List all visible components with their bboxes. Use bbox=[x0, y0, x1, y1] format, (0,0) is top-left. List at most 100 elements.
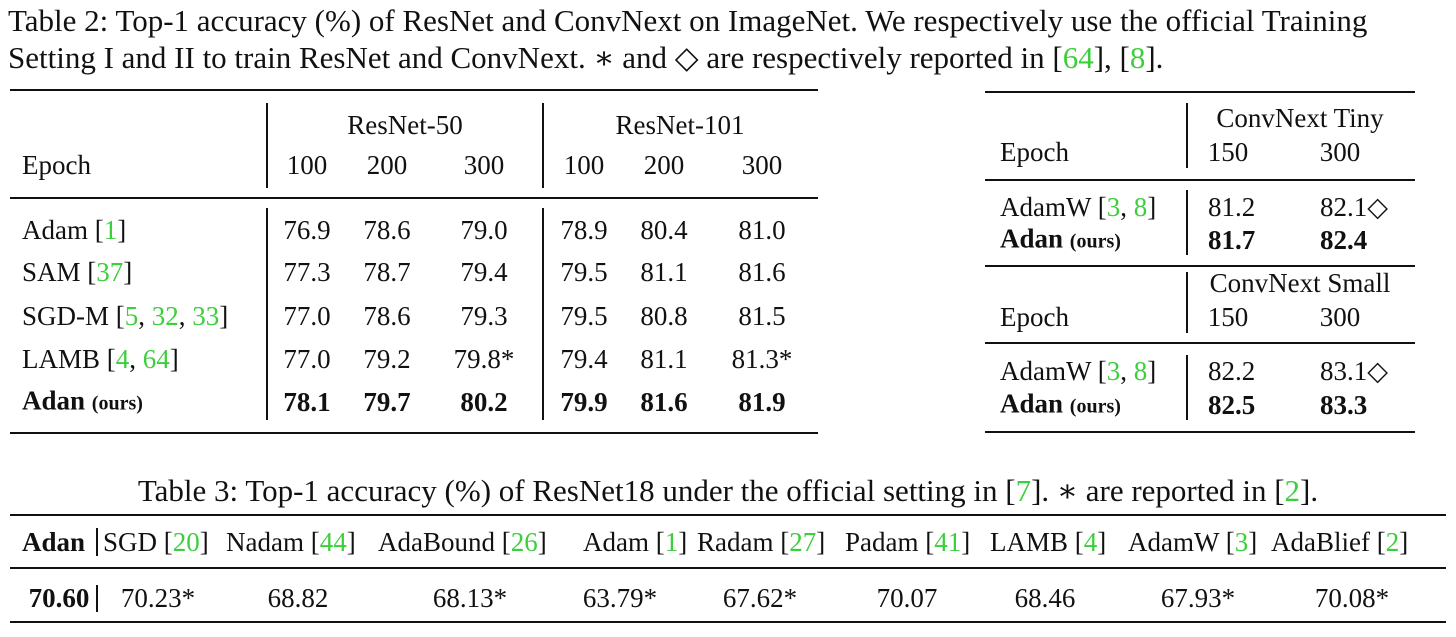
column-header: LAMB [4] bbox=[990, 527, 1106, 557]
cell: 82.5 bbox=[1208, 390, 1256, 420]
epoch-header: 300 bbox=[1319, 137, 1361, 167]
text: LAMB [ bbox=[990, 527, 1084, 557]
citation: 32 bbox=[151, 301, 179, 331]
text: ] bbox=[961, 527, 971, 557]
citation: 27 bbox=[789, 527, 817, 557]
text: ]. ∗ are reported in [ bbox=[1031, 473, 1285, 508]
cell: 78.7 bbox=[363, 257, 411, 287]
text: , bbox=[129, 344, 143, 374]
text: AdaBlief [ bbox=[1271, 527, 1386, 557]
cell: 79.0 bbox=[460, 215, 508, 245]
text: SGD [ bbox=[103, 527, 173, 557]
rule bbox=[985, 91, 1415, 93]
cell: 79.7 bbox=[363, 387, 411, 417]
epoch-header: 300 bbox=[1319, 302, 1361, 332]
text: ]. bbox=[1145, 40, 1164, 75]
rule bbox=[10, 621, 1446, 623]
rule bbox=[96, 585, 98, 612]
text: Adan bbox=[22, 527, 86, 557]
text: AdamW [ bbox=[1000, 192, 1107, 222]
epoch-header: 100 bbox=[286, 150, 328, 180]
citation: 1 bbox=[103, 215, 118, 245]
text: , bbox=[178, 301, 193, 331]
cell: 81.9 bbox=[738, 387, 786, 417]
text: Adan bbox=[1000, 388, 1070, 419]
cell: 77.3 bbox=[283, 257, 331, 287]
row-label: AdamW [3, 8] bbox=[1000, 192, 1156, 222]
ours-tag: (ours) bbox=[1069, 230, 1121, 253]
cell: 70.60 bbox=[28, 583, 90, 613]
text: , bbox=[1120, 356, 1134, 386]
group-header: ResNet-101 bbox=[615, 110, 745, 140]
citation: 4 bbox=[115, 344, 130, 374]
epoch-header: 300 bbox=[741, 150, 783, 180]
rule bbox=[10, 514, 1446, 516]
cell: 68.46 bbox=[1014, 583, 1076, 613]
row-label: Adam [1] bbox=[22, 215, 126, 245]
cell: 78.1 bbox=[283, 387, 331, 417]
citation: 5 bbox=[124, 301, 139, 331]
cell: 82.4 bbox=[1320, 225, 1368, 255]
rule bbox=[10, 567, 1446, 569]
text: LAMB [ bbox=[22, 344, 116, 374]
text: ]. bbox=[1300, 473, 1319, 508]
citation: 7 bbox=[1015, 473, 1032, 508]
text: Adan bbox=[1000, 223, 1070, 254]
ours-tag: (ours) bbox=[91, 392, 143, 415]
cell: 79.4 bbox=[460, 257, 508, 287]
cell: 82.2 bbox=[1208, 356, 1256, 386]
cell: 70.07 bbox=[876, 583, 938, 613]
cell: 63.79* bbox=[582, 583, 658, 613]
column-header: AdamW [3] bbox=[1128, 527, 1257, 557]
cell: 82.1◇ bbox=[1320, 192, 1389, 222]
column-header: Adan bbox=[22, 527, 85, 557]
row-label: Adan (ours) bbox=[22, 386, 143, 419]
cell: 81.6 bbox=[640, 387, 688, 417]
citation: 8 bbox=[1129, 40, 1146, 75]
rule bbox=[96, 528, 98, 556]
text: Padam [ bbox=[845, 527, 935, 557]
cell: 81.0 bbox=[738, 215, 786, 245]
cell: 67.93* bbox=[1160, 583, 1236, 613]
cell: 81.5 bbox=[738, 301, 786, 331]
row-label: Adan (ours) bbox=[1000, 224, 1121, 257]
cell: 79.5 bbox=[560, 301, 608, 331]
text: ], [ bbox=[1093, 40, 1130, 75]
text: Radam [ bbox=[697, 527, 790, 557]
citation: 20 bbox=[172, 527, 200, 557]
citation: 26 bbox=[510, 527, 538, 557]
text: ] bbox=[1399, 527, 1409, 557]
row-label: LAMB [4, 64] bbox=[22, 344, 179, 374]
cell: 81.2 bbox=[1208, 192, 1256, 222]
citation: 2 bbox=[1385, 527, 1400, 557]
cell: 83.3 bbox=[1320, 390, 1368, 420]
rule bbox=[1186, 103, 1188, 168]
group-header: ConvNext Small bbox=[1209, 268, 1391, 298]
column-header: Nadam [44] bbox=[226, 527, 356, 557]
text: Adam [ bbox=[583, 527, 665, 557]
cell: 81.3* bbox=[731, 344, 793, 374]
citation: 44 bbox=[319, 527, 347, 557]
text: ] bbox=[537, 527, 547, 557]
cell: 79.4 bbox=[560, 344, 608, 374]
rule bbox=[266, 208, 268, 420]
text: AdamW [ bbox=[1000, 356, 1107, 386]
text: SGD-M [ bbox=[22, 301, 125, 331]
row-label: Adan (ours) bbox=[1000, 389, 1121, 422]
row-label: SAM [37] bbox=[22, 257, 132, 287]
group-header: ConvNext Tiny bbox=[1216, 103, 1384, 133]
text: SAM [ bbox=[22, 257, 97, 287]
epoch-header: 150 bbox=[1207, 137, 1249, 167]
cell: 81.1 bbox=[640, 344, 688, 374]
cell: 81.1 bbox=[640, 257, 688, 287]
cell: 80.8 bbox=[640, 301, 688, 331]
text: ] bbox=[219, 301, 229, 331]
cell: 79.9 bbox=[560, 387, 608, 417]
cell: 80.2 bbox=[460, 387, 508, 417]
text: Nadam [ bbox=[226, 527, 320, 557]
rule bbox=[10, 89, 818, 91]
citation: 2 bbox=[1284, 473, 1301, 508]
cell: 83.1◇ bbox=[1320, 356, 1389, 386]
cell: 79.8* bbox=[453, 344, 515, 374]
rule bbox=[1186, 272, 1188, 333]
